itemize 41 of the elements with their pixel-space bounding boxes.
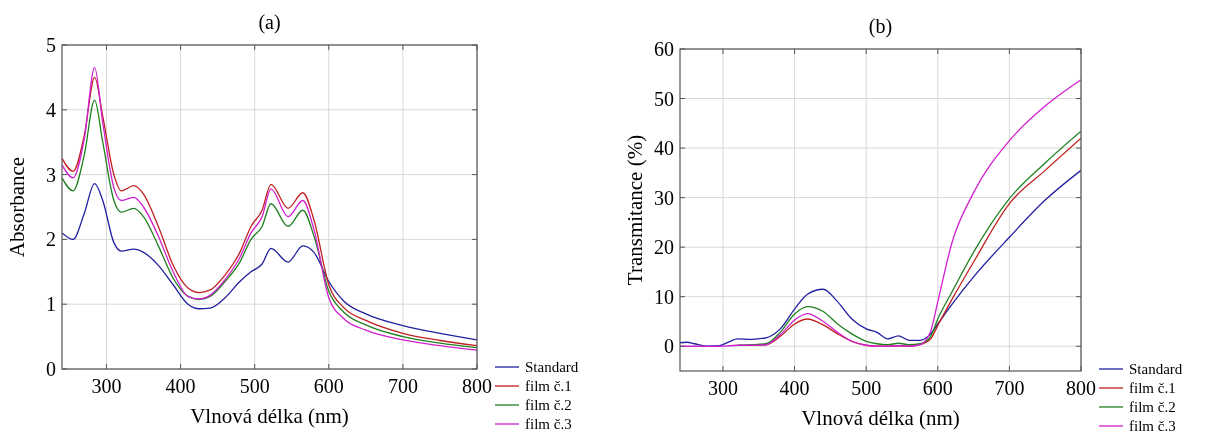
y-tick-label: 10	[654, 285, 674, 308]
x-tick-label: 800	[1066, 377, 1096, 399]
y-axis-title: Transmitance (%)	[623, 134, 647, 286]
legend-label: Standard	[525, 359, 579, 375]
y-tick-label: 5	[46, 34, 56, 56]
x-tick-label: 600	[922, 377, 953, 399]
legend-label: film č.3	[525, 416, 572, 432]
x-tick-label: 600	[313, 375, 344, 397]
x-tick-label: 500	[239, 375, 270, 397]
legend-label: film č.2	[1129, 399, 1176, 415]
x-tick-label: 300	[707, 377, 738, 399]
x-tick-label: 400	[779, 377, 810, 399]
y-tick-label: 0	[46, 358, 56, 380]
chart-title: (a)	[258, 11, 281, 34]
y-tick-label: 3	[46, 163, 56, 186]
y-tick-label: 30	[654, 186, 674, 209]
line-series	[62, 183, 477, 341]
line-series	[680, 169, 1081, 347]
legend-label: film č.2	[525, 397, 572, 413]
y-tick-label: 40	[654, 137, 674, 160]
legend-label: film č.1	[1129, 380, 1176, 396]
y-tick-label: 4	[46, 98, 56, 121]
y-tick-label: 50	[654, 87, 674, 110]
x-tick-label: 700	[994, 377, 1025, 399]
x-axis-title: Vlnová délka (nm)	[801, 406, 960, 430]
x-axis-title: Vlnová délka (nm)	[190, 404, 349, 428]
legend-label: film č.1	[525, 378, 572, 394]
chart-title: (b)	[868, 15, 893, 38]
y-tick-label: 2	[46, 228, 56, 251]
x-tick-label: 300	[91, 375, 122, 397]
legend-label: film č.3	[1129, 418, 1176, 434]
x-tick-label: 500	[851, 377, 882, 399]
y-axis-title: Absorbance	[5, 156, 29, 258]
x-tick-label: 800	[462, 375, 492, 397]
legend-label: Standard	[1129, 361, 1183, 377]
x-tick-label: 700	[387, 375, 418, 397]
x-tick-label: 400	[165, 375, 196, 397]
y-tick-label: 0	[664, 335, 674, 358]
y-tick-label: 60	[654, 38, 674, 60]
y-tick-label: 20	[654, 236, 674, 259]
y-tick-label: 1	[46, 293, 56, 316]
